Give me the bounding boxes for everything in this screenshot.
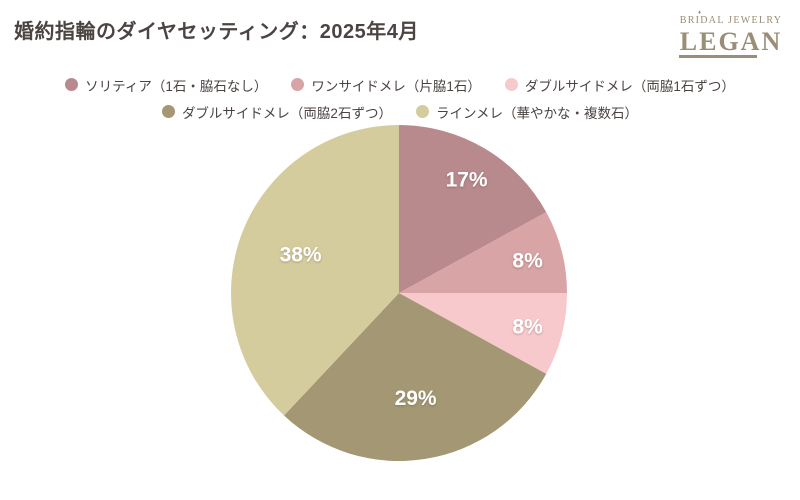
legend-item-label: ワンサイドメレ（片脇1石） bbox=[311, 78, 481, 94]
pie-slice-percentage-label: 38% bbox=[280, 244, 322, 267]
legend-row: ソリティア（1石・脇石なし） ワンサイドメレ（片脇1石） ダブルサイドメレ（両脇1石… bbox=[0, 71, 800, 98]
legend-item: ラインメレ（華やかな・複数石） bbox=[415, 102, 639, 122]
pie-slice bbox=[399, 212, 567, 293]
logo-brand-line: ♦ BRIDAL JEWELRY bbox=[676, 10, 786, 26]
pie-slice bbox=[231, 125, 399, 416]
legend-marker-icon bbox=[161, 105, 175, 118]
legend-item: ダブルサイドメレ（両脇2石ずつ） bbox=[161, 102, 392, 122]
legend-marker-icon bbox=[504, 78, 518, 91]
diamond-icon: ♦ bbox=[698, 10, 703, 16]
legend-item-label: ダブルサイドメレ（両脇1石ずつ） bbox=[524, 78, 735, 94]
legend-item: ソリティア（1石・脇石なし） bbox=[65, 75, 267, 95]
legend-item-label: ソリティア（1石・脇石なし） bbox=[85, 78, 268, 94]
logo-brand-top-text: BRIDAL JEWELRY bbox=[679, 15, 783, 26]
pie-slice bbox=[399, 125, 547, 293]
logo-underline bbox=[678, 55, 757, 58]
legan-logo: ♦ BRIDAL JEWELRY LEGAN bbox=[676, 8, 786, 58]
legend-marker-icon bbox=[415, 105, 429, 118]
legend-item: ワンサイドメレ（片脇1石） bbox=[291, 75, 481, 95]
page-title: 婚約指輪のダイヤセッティング：2025年4月 bbox=[14, 21, 419, 43]
legend-marker-icon bbox=[65, 78, 79, 91]
pie-slice bbox=[399, 293, 567, 374]
legend-marker-icon bbox=[291, 78, 305, 91]
legend-item: ダブルサイドメレ（両脇1石ずつ） bbox=[504, 75, 735, 95]
pie-slice-percentage-label: 17% bbox=[446, 168, 488, 191]
logo-brand-name-text: LEGAN bbox=[678, 27, 783, 58]
pie-chart-area: 17% 8% 8% 29% 38% bbox=[231, 125, 567, 461]
legend-row: ダブルサイドメレ（両脇2石ずつ） ラインメレ（華やかな・複数石） bbox=[0, 98, 800, 125]
pie-slice bbox=[284, 293, 547, 461]
legend-item-label: ラインメレ（華やかな・複数石） bbox=[435, 105, 639, 121]
pie-chart: 17% 8% 8% 29% 38% bbox=[231, 125, 567, 461]
legend-item-label: ダブルサイドメレ（両脇2石ずつ） bbox=[181, 105, 392, 121]
chart-legend: ソリティア（1石・脇石なし） ワンサイドメレ（片脇1石） ダブルサイドメレ（両脇1石… bbox=[0, 71, 800, 125]
pie-slice-percentage-label: 8% bbox=[512, 316, 543, 339]
pie-slice-percentage-label: 8% bbox=[512, 250, 543, 273]
pie-slice-percentage-label: 29% bbox=[395, 387, 437, 410]
